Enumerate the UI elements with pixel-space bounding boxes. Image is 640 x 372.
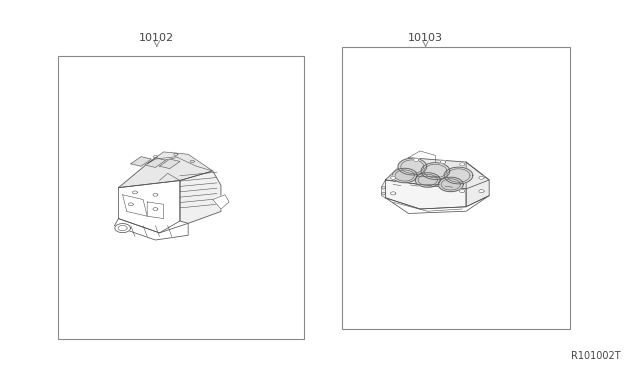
Bar	[342, 46, 570, 329]
Polygon shape	[115, 224, 131, 232]
Polygon shape	[390, 192, 396, 195]
Polygon shape	[444, 167, 473, 184]
Polygon shape	[440, 161, 445, 164]
Polygon shape	[159, 159, 180, 169]
Polygon shape	[131, 157, 151, 166]
Text: 10103: 10103	[408, 33, 443, 43]
Polygon shape	[415, 173, 440, 187]
Bar	[58, 56, 304, 339]
Polygon shape	[385, 196, 489, 214]
Polygon shape	[413, 158, 419, 161]
Polygon shape	[479, 176, 484, 179]
Polygon shape	[392, 168, 417, 183]
Polygon shape	[147, 152, 212, 171]
Polygon shape	[438, 177, 463, 192]
Polygon shape	[421, 163, 450, 179]
Polygon shape	[398, 158, 427, 175]
Polygon shape	[385, 158, 489, 189]
Polygon shape	[115, 219, 188, 240]
Polygon shape	[118, 180, 180, 233]
Text: R101002T: R101002T	[571, 351, 621, 361]
Polygon shape	[118, 157, 212, 187]
Text: 10102: 10102	[140, 33, 174, 43]
Polygon shape	[385, 180, 466, 209]
Polygon shape	[381, 180, 385, 198]
Polygon shape	[180, 171, 221, 223]
Polygon shape	[460, 190, 465, 193]
Polygon shape	[460, 163, 465, 166]
Polygon shape	[145, 158, 166, 167]
Polygon shape	[390, 176, 396, 179]
Polygon shape	[212, 195, 229, 209]
Polygon shape	[466, 162, 489, 207]
Polygon shape	[479, 190, 484, 193]
